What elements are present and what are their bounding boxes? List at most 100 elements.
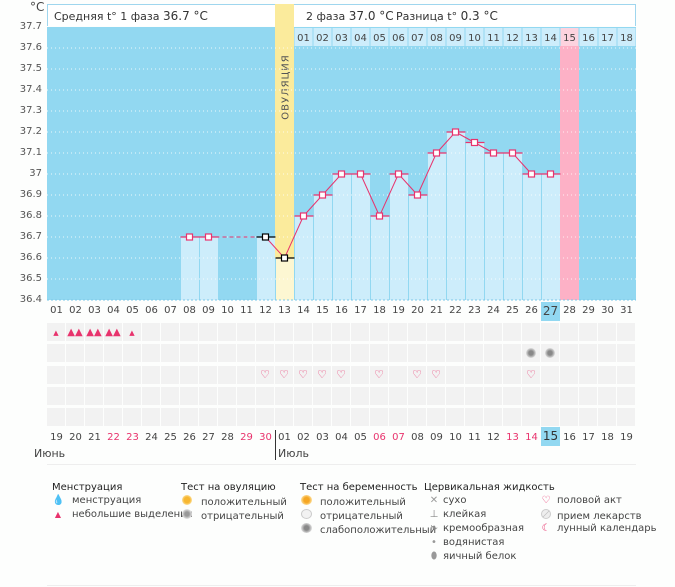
day-cell[interactable] bbox=[237, 387, 255, 405]
menstruation-icon[interactable]: ▲▲ bbox=[86, 327, 102, 338]
day-cell[interactable] bbox=[85, 408, 103, 426]
heart-icon[interactable]: ♡ bbox=[412, 368, 422, 381]
calendar-date[interactable]: 25 bbox=[164, 432, 177, 443]
day-cell[interactable] bbox=[123, 408, 141, 426]
day-cell[interactable] bbox=[47, 408, 65, 426]
day-cell[interactable] bbox=[256, 323, 274, 341]
calendar-date[interactable]: 09 bbox=[430, 432, 443, 443]
day-cell[interactable] bbox=[47, 344, 65, 362]
day-cell[interactable] bbox=[408, 408, 426, 426]
day-cell[interactable] bbox=[275, 366, 293, 384]
day-cell[interactable] bbox=[503, 366, 521, 384]
calendar-date[interactable]: 15 bbox=[541, 427, 560, 446]
day-cell[interactable] bbox=[427, 323, 445, 341]
day-cell[interactable] bbox=[47, 323, 65, 341]
heart-icon[interactable]: ♡ bbox=[431, 368, 441, 381]
day-cell[interactable] bbox=[617, 387, 635, 405]
day-cell[interactable] bbox=[617, 344, 635, 362]
day-cell[interactable] bbox=[123, 344, 141, 362]
heart-icon[interactable]: ♡ bbox=[298, 368, 308, 381]
day-cell[interactable] bbox=[123, 366, 141, 384]
calendar-date[interactable]: 13 bbox=[506, 432, 519, 443]
cycle-day-label[interactable]: 01 bbox=[50, 305, 63, 316]
cycle-day-label[interactable]: 09 bbox=[202, 305, 215, 316]
day-cell[interactable] bbox=[503, 344, 521, 362]
heart-icon[interactable]: ♡ bbox=[374, 368, 384, 381]
calendar-date[interactable]: 21 bbox=[88, 432, 101, 443]
day-cell[interactable] bbox=[294, 408, 312, 426]
day-cell[interactable] bbox=[180, 387, 198, 405]
cycle-day-label[interactable]: 11 bbox=[240, 305, 253, 316]
cycle-day-label[interactable]: 03 bbox=[88, 305, 101, 316]
day-cell[interactable] bbox=[218, 387, 236, 405]
day-cell[interactable] bbox=[446, 344, 464, 362]
day-cell[interactable] bbox=[427, 344, 445, 362]
cycle-day-label[interactable]: 27 bbox=[541, 302, 560, 321]
calendar-date[interactable]: 08 bbox=[411, 432, 424, 443]
day-cell[interactable] bbox=[389, 408, 407, 426]
day-cell[interactable] bbox=[427, 387, 445, 405]
day-cell[interactable] bbox=[351, 323, 369, 341]
cycle-day-label[interactable]: 24 bbox=[487, 305, 500, 316]
day-cell[interactable] bbox=[408, 387, 426, 405]
day-cell[interactable] bbox=[332, 344, 350, 362]
day-cell[interactable] bbox=[104, 408, 122, 426]
day-cell[interactable] bbox=[484, 387, 502, 405]
calendar-date[interactable]: 03 bbox=[316, 432, 329, 443]
cycle-day-label[interactable]: 10 bbox=[221, 305, 234, 316]
day-cell[interactable] bbox=[389, 387, 407, 405]
day-cell[interactable] bbox=[484, 323, 502, 341]
day-cell[interactable] bbox=[256, 366, 274, 384]
day-cell[interactable] bbox=[522, 366, 540, 384]
day-cell[interactable] bbox=[161, 323, 179, 341]
day-cell[interactable] bbox=[446, 408, 464, 426]
day-cell[interactable] bbox=[218, 366, 236, 384]
heart-icon[interactable]: ♡ bbox=[336, 368, 346, 381]
calendar-date[interactable]: 11 bbox=[468, 432, 481, 443]
day-cell[interactable] bbox=[408, 344, 426, 362]
calendar-date[interactable]: 29 bbox=[240, 432, 253, 443]
calendar-date[interactable]: 30 bbox=[259, 432, 272, 443]
day-cell[interactable] bbox=[161, 344, 179, 362]
day-cell[interactable] bbox=[484, 408, 502, 426]
day-cell[interactable] bbox=[275, 387, 293, 405]
day-cell[interactable] bbox=[617, 408, 635, 426]
day-cell[interactable] bbox=[237, 344, 255, 362]
day-cell[interactable] bbox=[104, 323, 122, 341]
menstruation-icon[interactable]: ▲▲ bbox=[67, 327, 83, 338]
day-cell[interactable] bbox=[579, 387, 597, 405]
day-cell[interactable] bbox=[218, 408, 236, 426]
cycle-day-label[interactable]: 04 bbox=[107, 305, 120, 316]
day-cell[interactable] bbox=[161, 408, 179, 426]
day-cell[interactable] bbox=[351, 366, 369, 384]
heart-icon[interactable]: ♡ bbox=[279, 368, 289, 381]
cycle-day-label[interactable]: 23 bbox=[468, 305, 481, 316]
day-cell[interactable] bbox=[560, 408, 578, 426]
day-cell[interactable] bbox=[85, 323, 103, 341]
day-cell[interactable] bbox=[47, 387, 65, 405]
day-cell[interactable] bbox=[85, 387, 103, 405]
day-cell[interactable] bbox=[275, 323, 293, 341]
calendar-date[interactable]: 27 bbox=[202, 432, 215, 443]
calendar-date[interactable]: 23 bbox=[126, 432, 139, 443]
day-cell[interactable] bbox=[313, 387, 331, 405]
day-cell[interactable] bbox=[294, 387, 312, 405]
day-cell[interactable] bbox=[541, 408, 559, 426]
cycle-day-label[interactable]: 17 bbox=[354, 305, 367, 316]
heart-icon[interactable]: ♡ bbox=[317, 368, 327, 381]
day-cell[interactable] bbox=[313, 408, 331, 426]
day-cell[interactable] bbox=[66, 323, 84, 341]
calendar-date[interactable]: 18 bbox=[601, 432, 614, 443]
day-cell[interactable] bbox=[256, 344, 274, 362]
day-cell[interactable] bbox=[598, 344, 616, 362]
day-cell[interactable] bbox=[123, 323, 141, 341]
calendar-date[interactable]: 20 bbox=[69, 432, 82, 443]
day-cell[interactable] bbox=[180, 323, 198, 341]
day-cell[interactable] bbox=[313, 323, 331, 341]
day-cell[interactable] bbox=[560, 387, 578, 405]
calendar-date[interactable]: 02 bbox=[297, 432, 310, 443]
day-cell[interactable] bbox=[446, 387, 464, 405]
day-cell[interactable] bbox=[522, 387, 540, 405]
day-cell[interactable] bbox=[370, 323, 388, 341]
calendar-date[interactable]: 19 bbox=[50, 432, 63, 443]
